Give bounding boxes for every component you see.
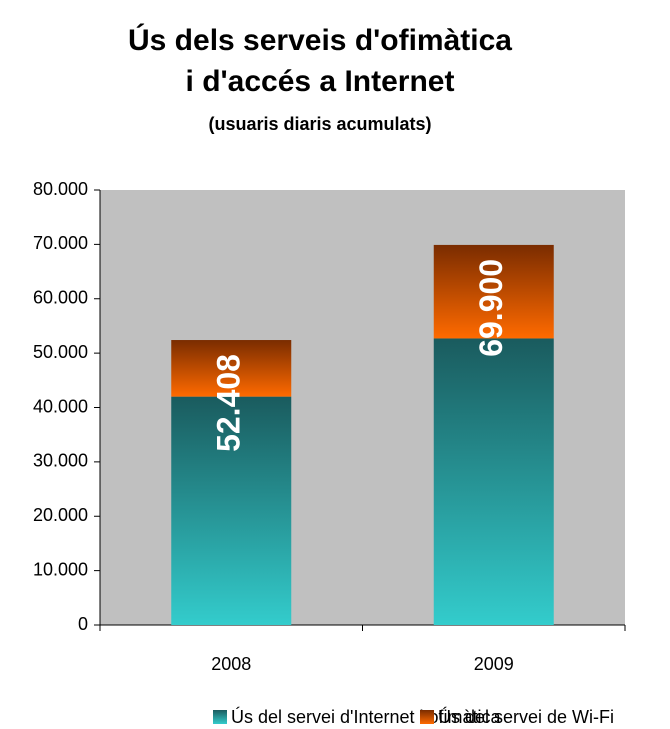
y-tick-label: 10.000 <box>33 559 88 579</box>
chart-subtitle: (usuaris diaris acumulats) <box>208 114 431 134</box>
y-tick-label: 80.000 <box>33 179 88 199</box>
legend-label: Ús del servei de Wi-Fi <box>438 706 614 727</box>
y-tick-label: 20.000 <box>33 505 88 525</box>
bar-segment <box>171 340 292 397</box>
y-tick-label: 40.000 <box>33 396 88 416</box>
y-tick-label: 0 <box>78 614 88 634</box>
y-tick-label: 60.000 <box>33 288 88 308</box>
legend-swatch <box>213 710 227 724</box>
y-tick-label: 30.000 <box>33 451 88 471</box>
total-label: 52.408 <box>211 354 247 452</box>
y-tick-label: 50.000 <box>33 342 88 362</box>
total-label: 69.900 <box>473 259 509 357</box>
x-tick-label: 2009 <box>474 654 514 674</box>
bar-segment <box>433 338 554 625</box>
chart-title: i d'accés a Internet <box>186 65 455 98</box>
y-tick-label: 70.000 <box>33 233 88 253</box>
bar-segment <box>171 396 292 625</box>
bar-segment <box>433 244 554 339</box>
x-tick-label: 2008 <box>211 654 251 674</box>
chart-title: Ús dels serveis d'ofimàtica <box>128 23 512 57</box>
legend-swatch <box>420 710 434 724</box>
